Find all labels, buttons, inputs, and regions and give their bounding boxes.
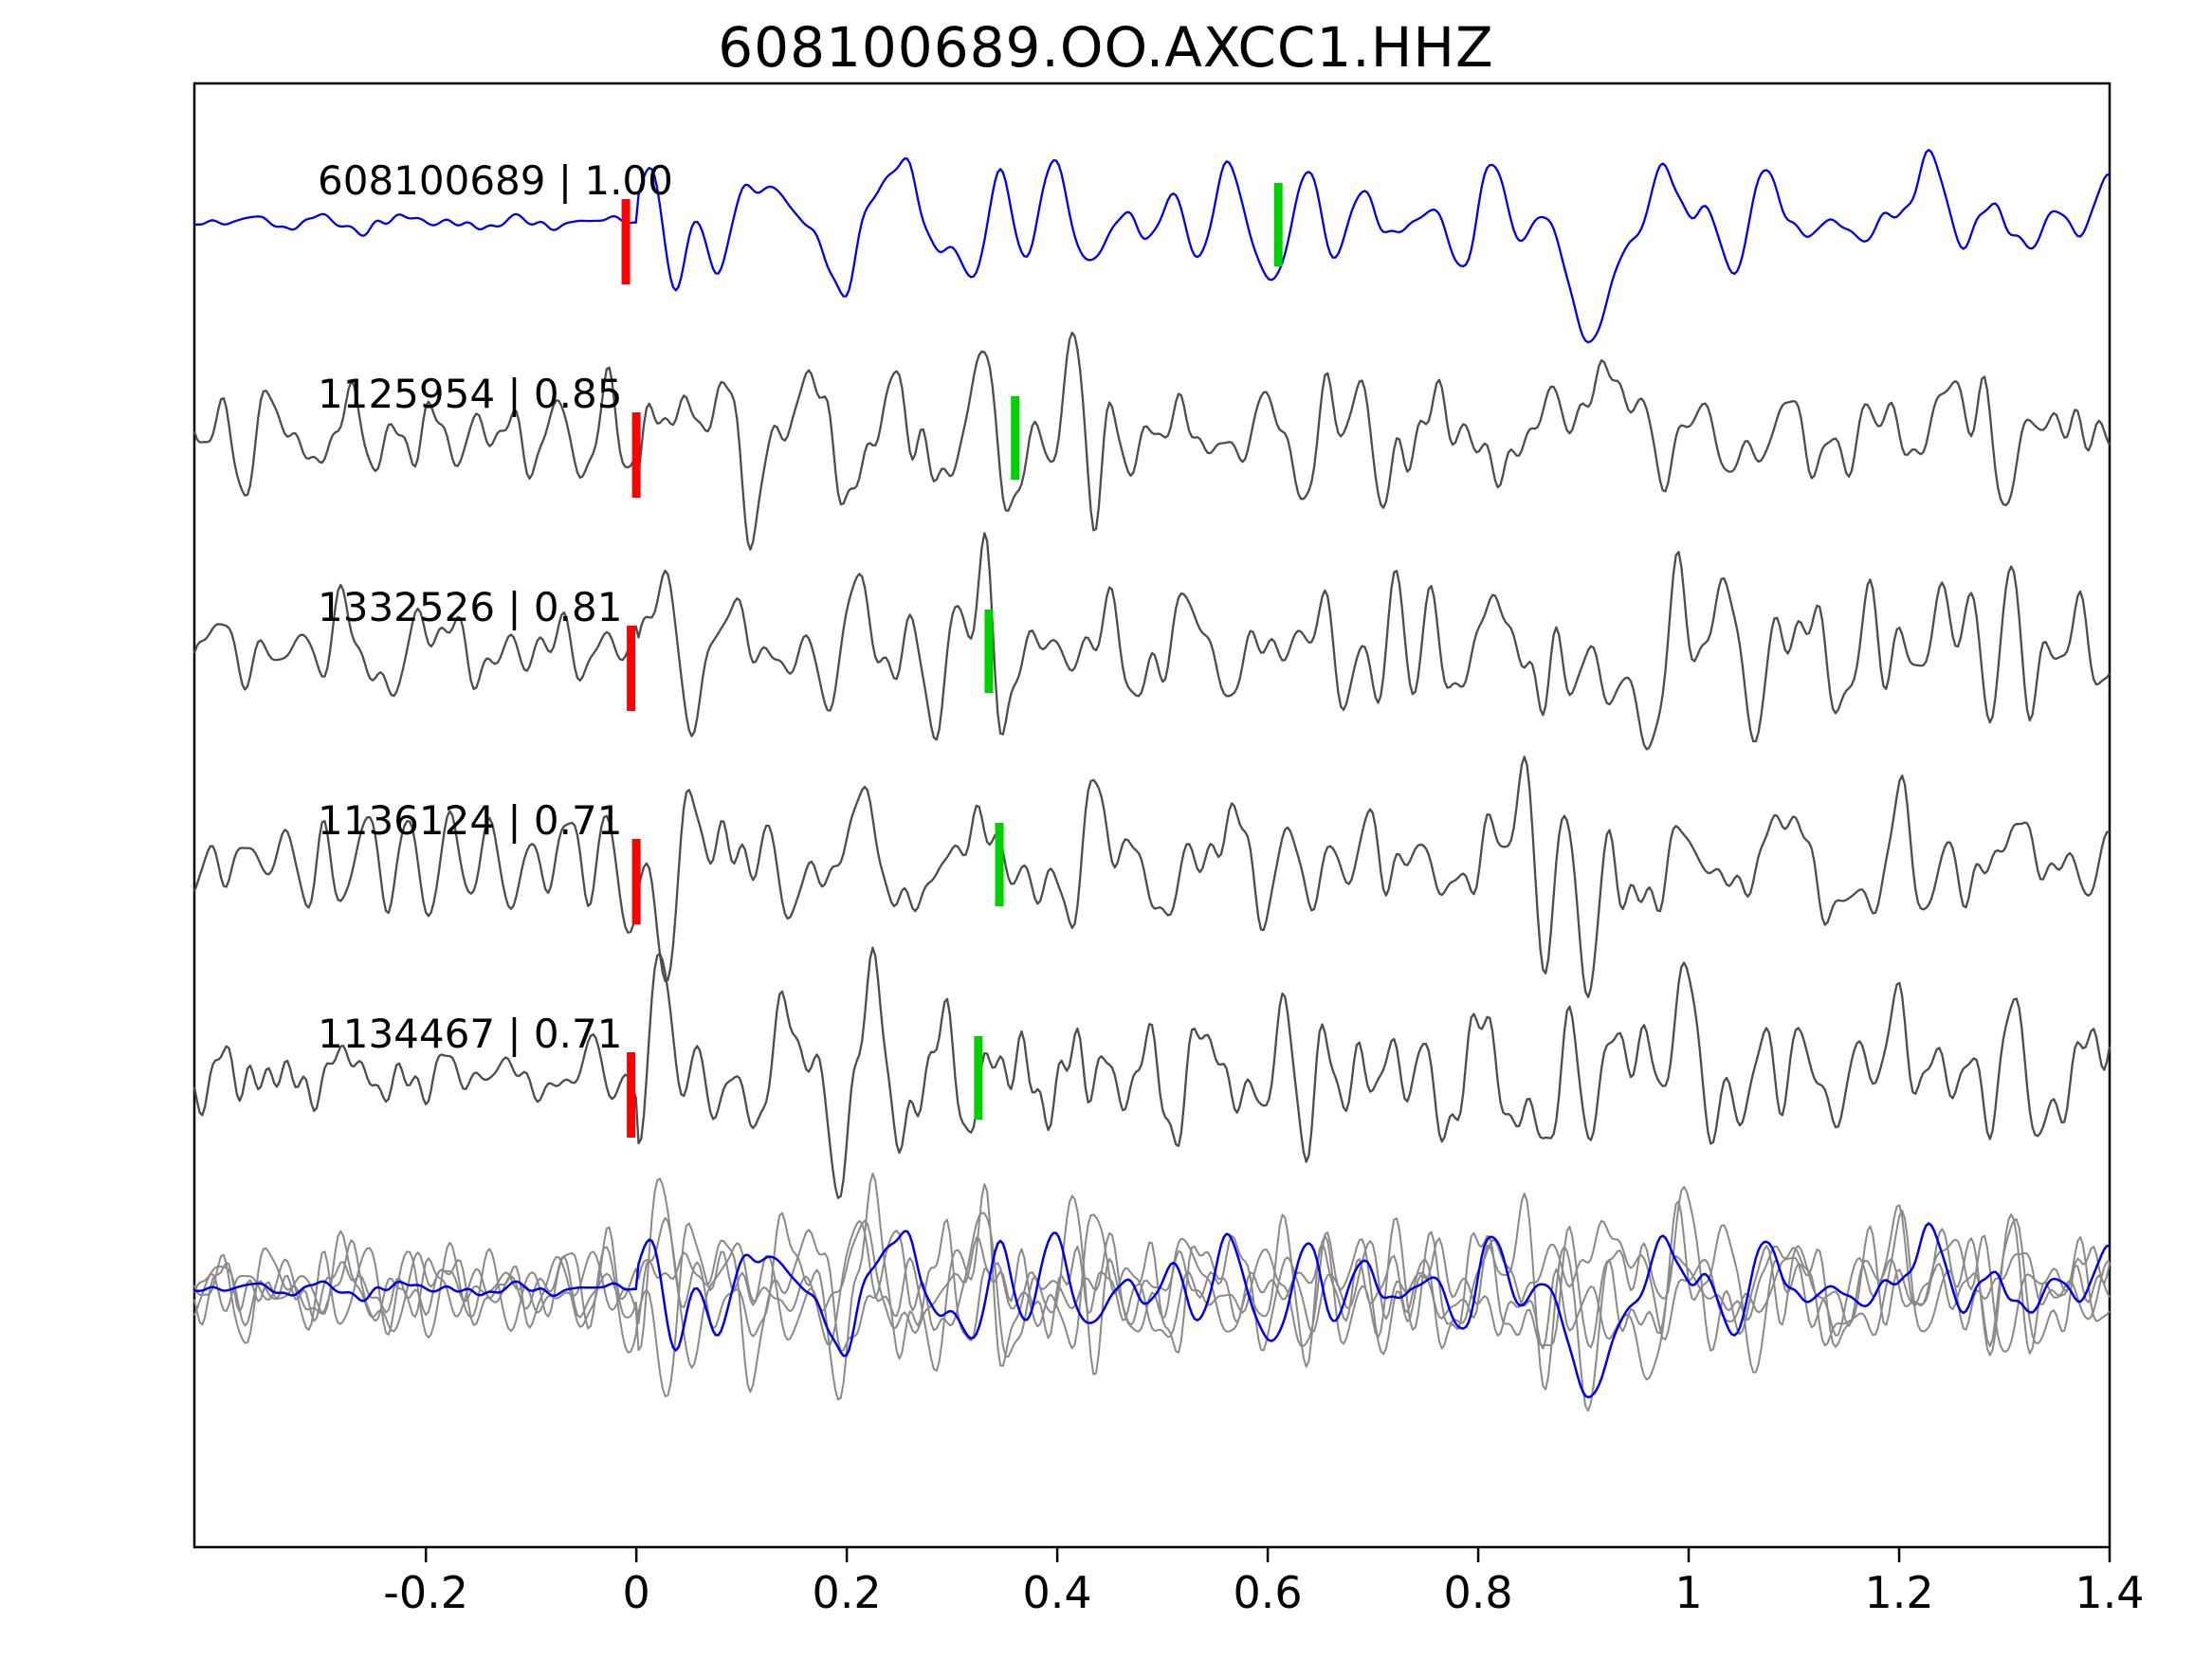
red-pick-marker [621,199,631,284]
red-pick-marker [631,839,641,924]
overlay-trace-608100689 [193,1222,2110,1399]
x-tick-label: 0.4 [1023,1567,1092,1618]
waveform-trace-1136124 [192,756,2111,998]
x-tick-label: -0.2 [383,1567,468,1618]
x-tick-label: 1 [1674,1567,1702,1618]
green-pick-marker [984,610,994,693]
overlay-trace-1136124 [193,1193,2111,1413]
x-tick-label: 0.6 [1234,1567,1303,1618]
chart-title: 608100689.OO.AXCC1.HHZ [718,15,1494,80]
waveform-trace-1332526 [192,532,2111,751]
red-pick-marker [627,1052,636,1138]
x-tick-label: 0.8 [1443,1567,1512,1618]
green-pick-marker [995,823,1004,906]
trace-label: 608100689 | 1.00 [318,157,673,204]
waveform-trace-608100689 [193,148,2111,344]
trace-label: 1136124 | 0.71 [318,797,622,844]
trace-label: 1125954 | 0.85 [318,371,622,417]
x-tick-label: 0 [623,1567,650,1618]
red-pick-marker [627,626,636,711]
green-pick-marker [974,1036,983,1120]
plot-border [192,82,2111,1549]
overlay-trace-1134467 [193,1172,2111,1401]
green-pick-marker [1011,396,1020,480]
waveform-trace-1125954 [192,331,2111,551]
trace-label: 1332526 | 0.81 [318,584,622,630]
trace-label: 1134467 | 0.71 [318,1011,622,1057]
waveform-trace-1134467 [192,946,2111,1199]
x-tick-label: 1.4 [2075,1567,2144,1618]
overlay-trace-1125954 [193,1194,2111,1394]
red-pick-marker [631,412,641,498]
x-tick-label: 0.2 [813,1567,882,1618]
x-tick-label: 1.2 [1864,1567,1933,1618]
green-pick-marker [1273,183,1283,266]
